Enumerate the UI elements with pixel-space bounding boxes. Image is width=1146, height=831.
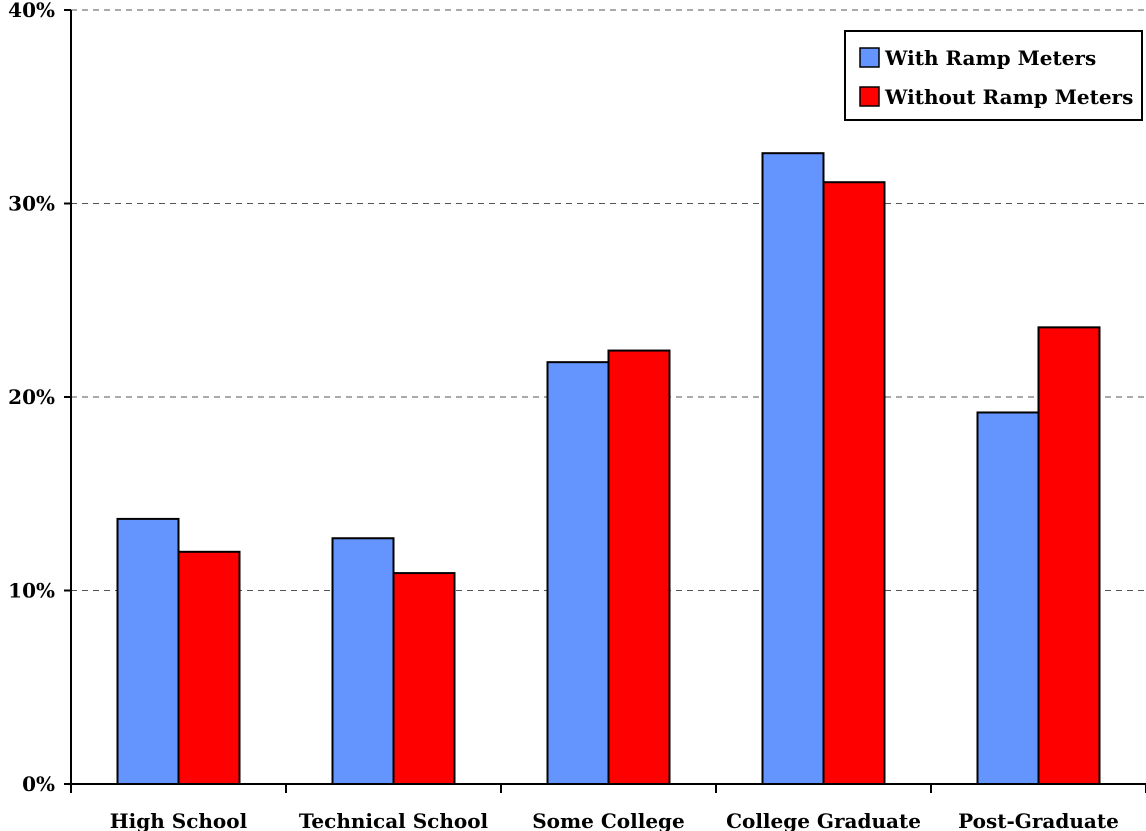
x-category-label: College Graduate <box>726 809 921 831</box>
bar-without-ramp-meters-some-college <box>607 349 671 785</box>
x-category-label: Technical School <box>299 809 489 831</box>
bar-with-ramp-meters-technical-school <box>331 537 395 785</box>
bar-without-ramp-meters-post-graduate <box>1037 326 1101 785</box>
legend-box <box>844 30 1143 121</box>
gridlines <box>71 9 1146 591</box>
x-category-label: Post-Graduate <box>958 809 1119 831</box>
legend-label-with-ramp-meters: With Ramp Meters <box>884 46 1096 70</box>
x-axis-ticks <box>70 784 1146 793</box>
bar-with-ramp-meters-some-college <box>546 361 610 785</box>
y-axis-tick-labels: 0% 10% 20% 30% 40% <box>8 0 71 796</box>
legend-swatch-without-ramp-meters <box>859 86 880 107</box>
y-tick-label: 40% <box>8 0 55 22</box>
bar-with-ramp-meters-post-graduate <box>976 411 1040 785</box>
x-category-label: High School <box>110 809 248 831</box>
bar-with-ramp-meters-high-school <box>116 517 180 786</box>
bar-without-ramp-meters-high-school <box>177 550 241 785</box>
legend: With Ramp Meters Without Ramp Meters <box>844 30 1143 121</box>
y-tick-label: 30% <box>8 192 55 216</box>
legend-label-without-ramp-meters: Without Ramp Meters <box>884 85 1133 109</box>
bars <box>116 152 1101 786</box>
x-axis-category-labels: High School Technical School Some College C… <box>110 809 1119 831</box>
x-category-label: Some College <box>532 809 685 831</box>
bar-without-ramp-meters-technical-school <box>392 572 456 786</box>
y-tick-label: 0% <box>22 772 55 796</box>
bar-with-ramp-meters-college-graduate <box>761 152 825 785</box>
y-tick-label: 10% <box>8 579 55 603</box>
legend-swatch-with-ramp-meters <box>859 47 880 68</box>
y-tick-label: 20% <box>8 385 55 409</box>
bar-without-ramp-meters-college-graduate <box>822 181 886 785</box>
